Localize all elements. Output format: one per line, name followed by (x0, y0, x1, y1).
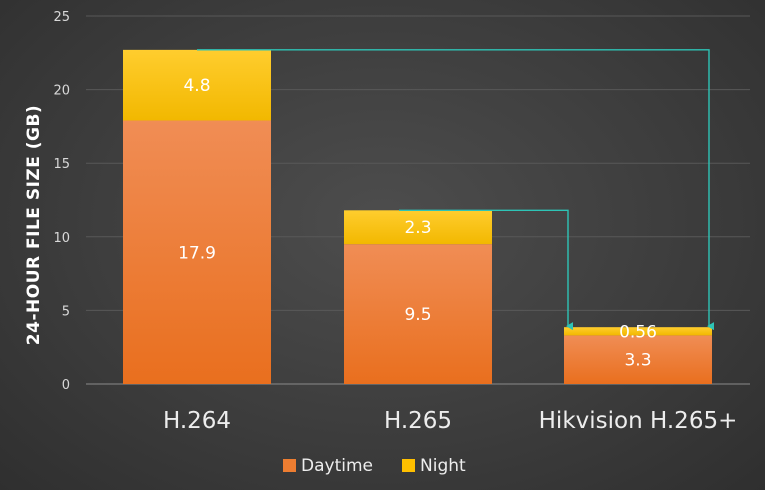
data-label: 0.56 (619, 322, 657, 342)
bar-night (123, 49, 271, 121)
bar-daytime (344, 244, 492, 384)
y-tick-label: 15 (53, 157, 70, 172)
y-axis-ticks: 0 5 10 15 20 25 (53, 10, 70, 393)
arrow-h264-to-hikvision (197, 49, 714, 331)
bars (123, 49, 712, 385)
bar-daytime (564, 335, 712, 384)
y-axis-label: 24-HOUR FILE SIZE (GB) (24, 105, 44, 345)
x-category-label: H.264 (163, 408, 231, 434)
legend-swatch-daytime (283, 459, 296, 472)
legend-label-night: Night (420, 456, 466, 476)
data-labels: 17.9 4.8 9.5 2.3 3.3 0.56 (178, 76, 657, 371)
legend-label-daytime: Daytime (301, 456, 373, 476)
bar-night (344, 210, 492, 245)
data-label: 9.5 (404, 305, 431, 325)
data-label: 3.3 (624, 351, 651, 371)
legend: Daytime Night (283, 456, 466, 476)
connector-arrows (197, 49, 714, 331)
data-label: 4.8 (183, 76, 210, 96)
data-label: 17.9 (178, 243, 216, 263)
arrow-h265-to-hikvision (399, 209, 573, 331)
bar-daytime (123, 120, 271, 385)
y-tick-label: 20 (53, 84, 70, 99)
legend-swatch-night (402, 459, 415, 472)
y-tick-label: 5 (62, 304, 70, 319)
y-tick-label: 0 (62, 378, 70, 393)
y-tick-label: 25 (53, 10, 70, 25)
data-label: 2.3 (404, 218, 431, 238)
y-tick-label: 10 (53, 231, 70, 246)
x-category-label: Hikvision H.265+ (539, 408, 738, 434)
x-axis-categories: H.264 H.265 Hikvision H.265+ (163, 408, 737, 434)
x-category-label: H.265 (384, 408, 452, 434)
bar-night (564, 327, 712, 336)
